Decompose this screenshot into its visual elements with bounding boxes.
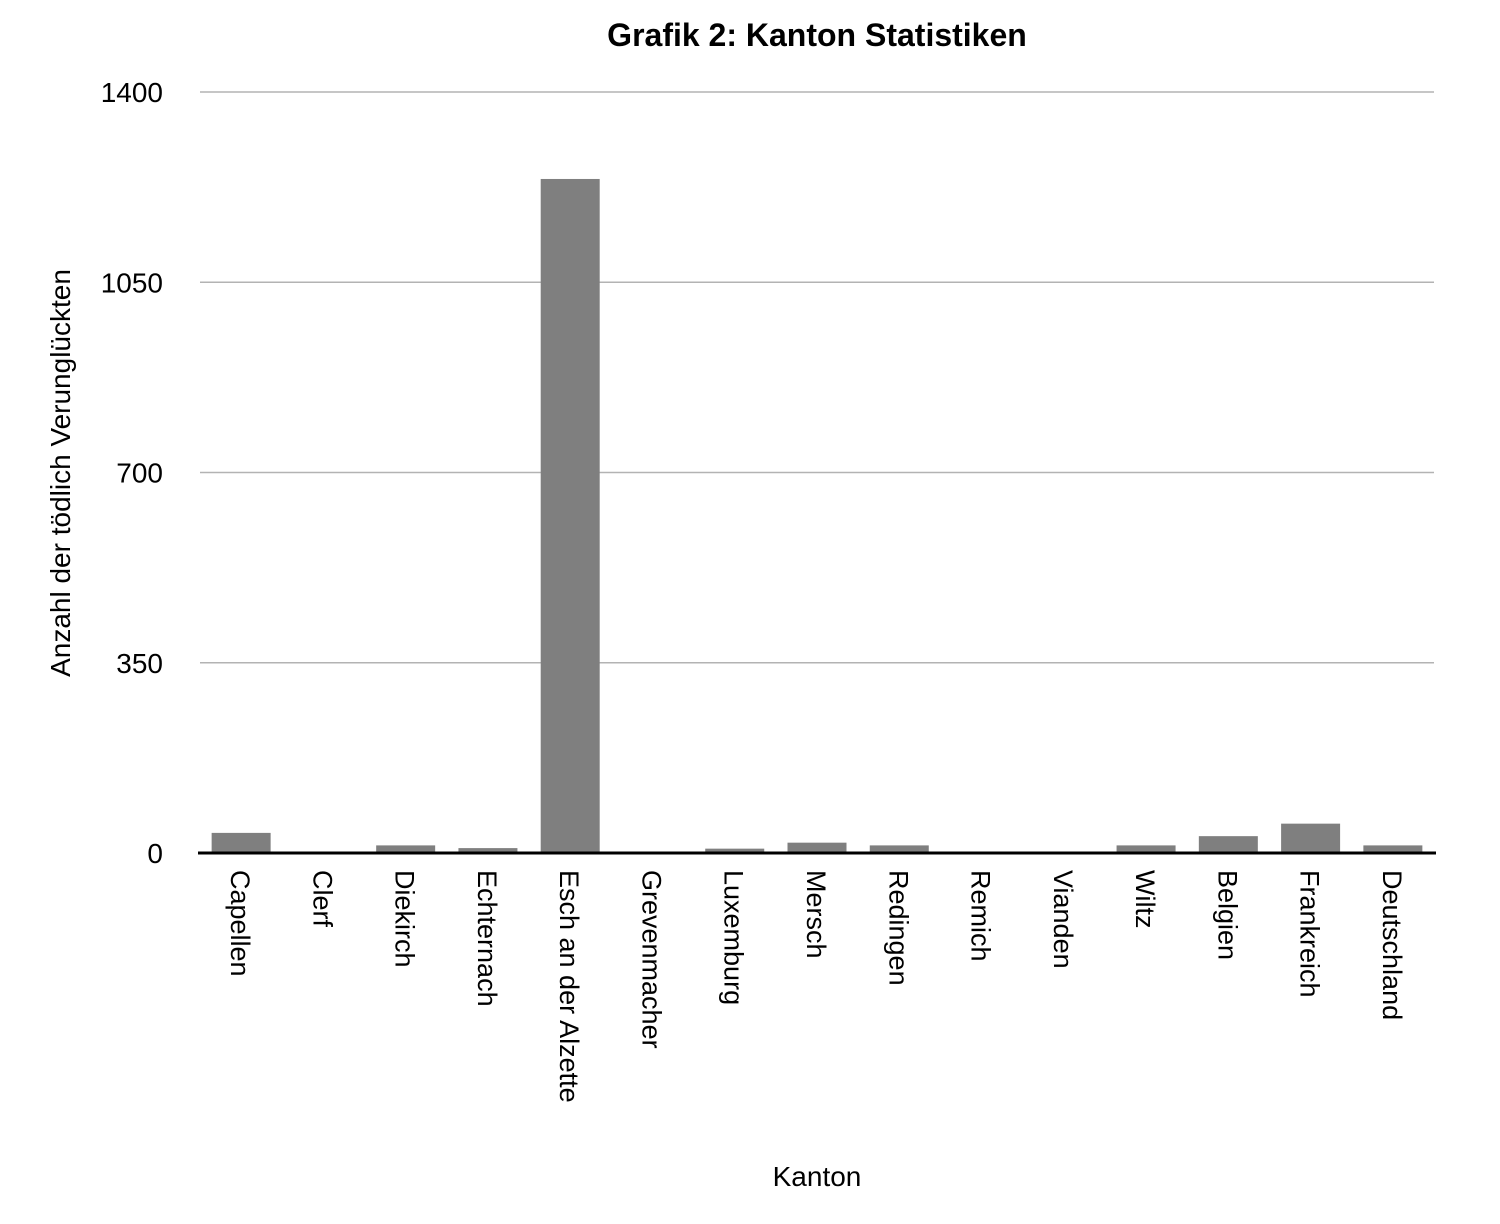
x-tick-label: Vianden [1048,870,1078,969]
x-axis-label: Kanton [773,1161,862,1192]
bar [1116,845,1176,853]
bar [705,848,765,853]
x-tick-label: Deutschland [1377,870,1407,1020]
x-tick-label: Grevenmacher [636,870,666,1049]
x-tick-label: Mersch [801,870,831,959]
x-tick-label: Remich [966,870,996,962]
chart-title: Grafik 2: Kanton Statistiken [607,17,1027,53]
y-tick-label: 1050 [101,267,163,298]
bar [540,178,600,853]
x-tick-label: Frankreich [1295,870,1325,998]
x-tick-label: Diekirch [390,870,420,968]
x-tick-label: Echternach [472,870,502,1007]
x-tick-label: Belgien [1212,870,1242,960]
x-tick-label: Luxemburg [719,870,749,1005]
y-tick-label: 0 [147,838,163,869]
bar [376,845,436,853]
y-tick-label: 350 [116,648,163,679]
y-tick-label: 700 [116,458,163,489]
bar [1281,823,1341,853]
y-axis-ticks: 0 350 700 1050 1400 [101,77,163,869]
x-tick-label: Esch an der Alzette [554,870,584,1103]
bar [458,848,518,853]
gridlines [200,91,1434,664]
bars [211,178,1423,853]
x-axis-category-labels: Capellen Clerf Diekirch Echternach Esch an d… [225,870,1407,1103]
x-tick-label: Capellen [225,870,255,977]
x-tick-label: Redingen [883,870,913,986]
bar [869,845,929,853]
y-tick-label: 1400 [101,77,163,108]
y-axis-label: Anzahl der tödlich Verunglückten [45,269,76,677]
x-tick-label: Wiltz [1130,870,1160,928]
bar [211,832,271,853]
bar [787,842,847,853]
bar [1198,836,1258,853]
x-tick-label: Clerf [307,870,337,928]
bar [1363,845,1423,853]
